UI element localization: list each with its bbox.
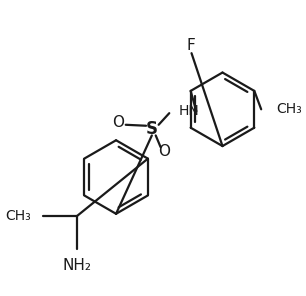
Text: CH₃: CH₃ (5, 209, 31, 223)
Text: F: F (186, 38, 195, 53)
Text: S: S (146, 120, 158, 138)
Text: NH₂: NH₂ (63, 258, 92, 273)
Text: O: O (112, 115, 124, 130)
Text: HN: HN (179, 104, 200, 118)
Text: O: O (159, 144, 170, 159)
Text: CH₃: CH₃ (277, 102, 302, 116)
